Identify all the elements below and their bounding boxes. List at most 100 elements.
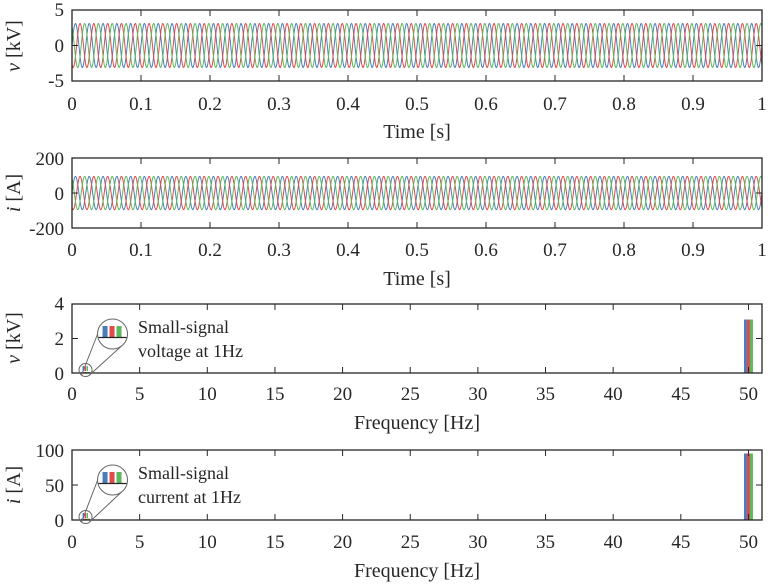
spectrum-bar: [749, 453, 753, 520]
y-axis-label: i [A]: [3, 174, 25, 212]
plot-frame: [71, 449, 763, 521]
current-waveforms: [71, 175, 763, 211]
spectrum-bar: [743, 319, 747, 373]
spectrum-bar: [743, 453, 747, 520]
svg-text:i [A]: i [A]: [3, 466, 25, 504]
x-ticks: 0 0.1 0.2 0.3 0.4 0.5 0.6 0.7 0.8 0.9 1: [67, 157, 767, 261]
x-tick-label: 0.7: [543, 94, 567, 115]
y-tick-label: 100: [36, 441, 65, 462]
x-tick-label: 0.9: [681, 240, 705, 261]
x-tick-label: 0.6: [474, 240, 498, 261]
x-ticks: 0 0.1 0.2 0.3 0.4 0.5 0.6 0.7 0.8 0.9 1: [67, 9, 767, 115]
spectrum-bar: [87, 518, 91, 520]
x-tick-label: 0.8: [612, 94, 636, 115]
x-tick-label: 0.4: [336, 94, 360, 115]
x-tick-label: 25: [401, 532, 420, 553]
voltage-waveforms: [71, 22, 763, 69]
x-tick-label: 20: [333, 384, 352, 405]
waveform-line: [71, 22, 763, 69]
small-signal-zoom-inset: [78, 318, 129, 377]
annotation-line1: Small-signal: [138, 463, 229, 483]
x-tick-label: 0.2: [198, 94, 222, 115]
x-tick-label: 0.9: [681, 94, 705, 115]
x-tick-label: 15: [265, 532, 284, 553]
x-tick-label: 0.1: [129, 240, 153, 261]
x-tick-label: 0: [67, 532, 77, 553]
y-tick-label: 0: [55, 36, 65, 57]
svg-text:i [A]: i [A]: [3, 174, 25, 212]
spectrum-bar: [749, 319, 753, 373]
waveform-line: [71, 22, 763, 69]
svg-text:v [kV]: v [kV]: [3, 312, 25, 364]
y-tick-label: 0: [55, 511, 65, 532]
svg-text:v [kV]: v [kV]: [3, 20, 25, 72]
x-tick-label: 50: [739, 384, 758, 405]
spectrum-bar: [746, 453, 750, 520]
x-tick-label: 35: [536, 384, 555, 405]
y-tick-label: 2: [55, 329, 65, 350]
x-tick-label: 0.7: [543, 240, 567, 261]
x-tick-label: 30: [468, 532, 487, 553]
y-tick-label: 50: [45, 476, 64, 497]
x-axis-label: Frequency [Hz]: [354, 560, 480, 582]
x-tick-label: 1: [757, 240, 767, 261]
x-tick-label: 0: [67, 94, 77, 115]
y-axis-label: v [kV]: [3, 20, 25, 72]
x-tick-label: 0: [67, 240, 77, 261]
x-tick-label: 5: [135, 532, 145, 553]
x-tick-label: 15: [265, 384, 284, 405]
y-tick-label: 4: [55, 294, 65, 315]
voltage-time-plot: 0 0.1 0.2 0.3 0.4 0.5 0.6 0.7 0.8 0.9 1 5 0 -5 v […: [3, 0, 767, 143]
small-signal-zoom-inset: [78, 464, 129, 524]
x-tick-label: 1: [757, 94, 767, 115]
x-tick-label: 0.2: [198, 240, 222, 261]
plot-frame: [71, 303, 763, 374]
y-tick-label: -5: [48, 71, 64, 92]
x-tick-label: 10: [198, 384, 217, 405]
x-tick-label: 40: [604, 532, 623, 553]
x-tick-label: 40: [604, 384, 623, 405]
x-tick-label: 0.1: [129, 94, 153, 115]
spectrum-bar: [746, 319, 750, 373]
x-axis-label: Time [s]: [383, 121, 451, 143]
y-tick-label: 200: [36, 149, 65, 170]
x-ticks: 0 5 10 15 20 25 30 35 40 45 50: [67, 303, 762, 405]
x-tick-label: 25: [401, 384, 420, 405]
x-tick-label: 50: [739, 532, 758, 553]
y-tick-label: -200: [29, 219, 64, 240]
x-tick-label: 0: [67, 384, 77, 405]
x-tick-label: 20: [333, 532, 352, 553]
y-axis-label: i [A]: [3, 466, 25, 504]
waveform-line: [71, 175, 763, 211]
x-tick-label: 0.8: [612, 240, 636, 261]
y-tick-label: 0: [55, 184, 65, 205]
x-tick-label: 45: [671, 532, 690, 553]
current-spectrum-plot: 0 5 10 15 20 25 30 35 40 45 50 100 50 0 i [A] Smal…: [3, 441, 763, 582]
waveform-line: [71, 175, 763, 211]
waveform-line: [71, 175, 763, 211]
annotation-line1: Small-signal: [138, 317, 229, 337]
x-tick-label: 5: [135, 384, 145, 405]
x-tick-label: 35: [536, 532, 555, 553]
current-time-plot: 0 0.1 0.2 0.3 0.4 0.5 0.6 0.7 0.8 0.9 1 200 0 -200…: [3, 149, 767, 290]
annotation-line2: voltage at 1Hz: [138, 341, 243, 361]
x-ticks: 0 5 10 15 20 25 30 35 40 45 50: [67, 449, 762, 553]
y-tick-label: 0: [55, 364, 65, 385]
waveform-line: [71, 22, 763, 69]
annotation-line2: current at 1Hz: [138, 487, 241, 507]
x-tick-label: 0.5: [405, 94, 429, 115]
x-axis-label: Frequency [Hz]: [354, 412, 480, 434]
x-tick-label: 45: [671, 384, 690, 405]
x-tick-label: 10: [198, 532, 217, 553]
x-tick-label: 0.4: [336, 240, 360, 261]
spectrum-bar: [84, 518, 88, 520]
x-tick-label: 0.6: [474, 94, 498, 115]
x-tick-label: 30: [468, 384, 487, 405]
voltage-spectrum-plot: 0 5 10 15 20 25 30 35 40 45 50 4 2 0 v [kV] Small-…: [3, 294, 763, 434]
x-tick-label: 0.3: [267, 94, 291, 115]
x-tick-label: 0.5: [405, 240, 429, 261]
x-tick-label: 0.3: [267, 240, 291, 261]
y-tick-label: 5: [55, 0, 65, 21]
y-axis-label: v [kV]: [3, 312, 25, 364]
